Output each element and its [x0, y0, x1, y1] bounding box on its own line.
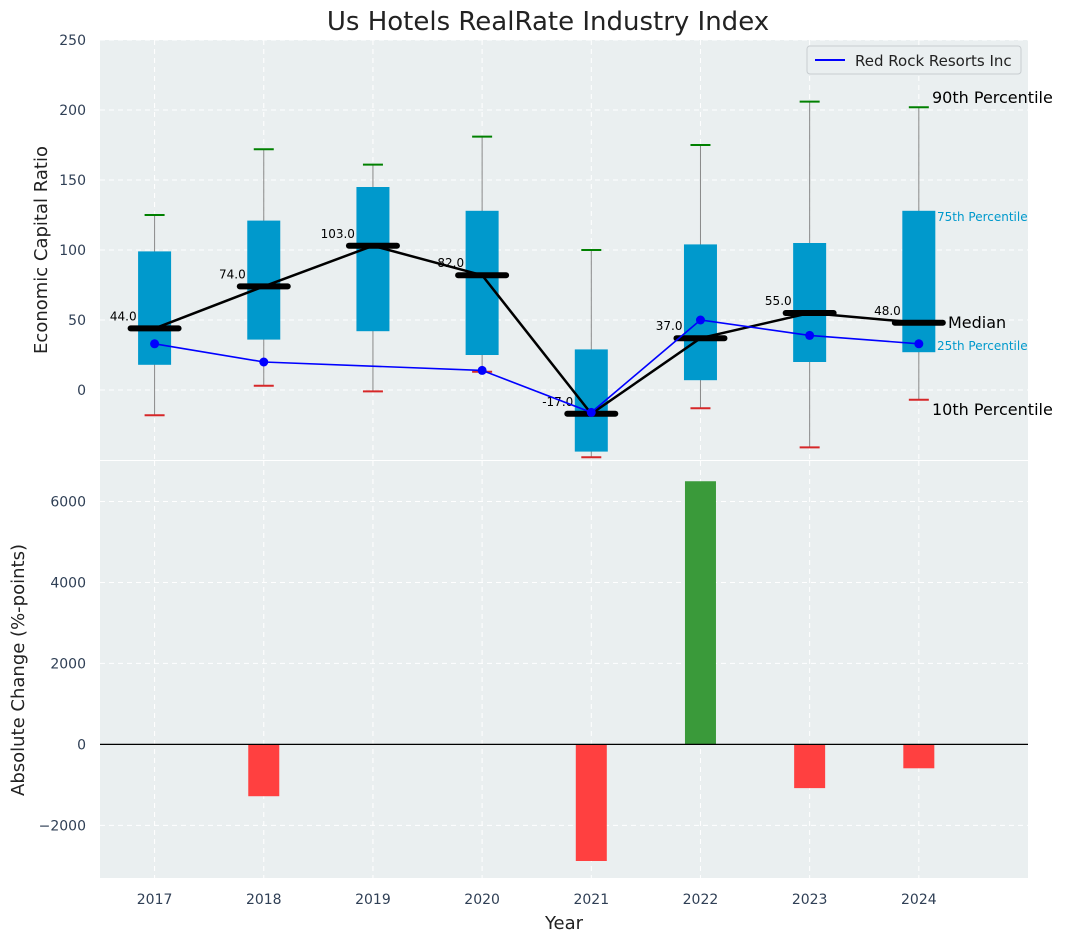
change-bar-panel: −2000 0 2000 4000 6000 2017 2018 2019 2020 2021 20…: [39, 461, 1028, 908]
annotation-p90: 90th Percentile: [932, 88, 1053, 107]
x-axis-label: Year: [544, 913, 584, 934]
chart-title: Us Hotels RealRate Industry Index: [327, 7, 769, 37]
annotation-p10: 10th Percentile: [932, 400, 1053, 419]
change-bar: [575, 744, 607, 861]
median-line: [154, 244, 919, 416]
iqr-box: [356, 187, 390, 332]
median-value-label: 74.0: [219, 267, 246, 281]
legend: Red Rock Resorts Inc: [806, 45, 1022, 75]
bottom-y-axis-label: Absolute Change (%-points): [8, 544, 29, 796]
bottom-y-tick-label: −2000: [39, 818, 86, 834]
top-y-tick-label: 100: [59, 243, 86, 259]
top-y-tick-label: 50: [68, 313, 86, 329]
x-tick-label: 2020: [464, 892, 500, 908]
x-tick-label: 2018: [246, 892, 282, 908]
iqr-box: [793, 243, 827, 362]
change-bar: [248, 744, 280, 797]
x-tick-label: 2023: [792, 892, 828, 908]
legend-entry: Red Rock Resorts Inc: [855, 52, 1012, 70]
change-bar: [684, 481, 716, 745]
bottom-plot-area: [100, 461, 1028, 878]
median-value-label: 55.0: [765, 294, 792, 308]
iqr-box: [465, 210, 499, 355]
iqr-box: [247, 220, 281, 340]
x-tick-label: 2021: [573, 892, 609, 908]
company-point: [586, 407, 596, 417]
annotation-median: Median: [948, 313, 1006, 332]
median-value-label: 48.0: [874, 304, 901, 318]
company-point: [695, 315, 705, 325]
x-tick-label: 2019: [355, 892, 391, 908]
company-point: [477, 365, 487, 375]
company-point: [805, 330, 815, 340]
median-value-label: 44.0: [110, 309, 137, 323]
box-plot-panel: 0 50 100 150 200 250 44.0 74.0 103.0 82.0 -17.0 37.…: [59, 33, 1028, 460]
top-y-tick-label: 200: [59, 103, 86, 119]
top-y-axis-label: Economic Capital Ratio: [31, 146, 52, 354]
top-y-tick-label: 150: [59, 173, 86, 189]
company-point: [150, 339, 160, 349]
x-tick-label: 2024: [901, 892, 937, 908]
top-y-tick-label: 0: [77, 383, 86, 399]
bottom-y-tick-label: 2000: [50, 656, 86, 672]
annotation-p75: 75th Percentile: [937, 210, 1028, 224]
iqr-box: [902, 210, 936, 353]
bottom-y-tick-label: 4000: [50, 575, 86, 591]
change-bar: [903, 744, 935, 769]
annotation-p25: 25th Percentile: [937, 339, 1028, 353]
x-tick-label: 2017: [137, 892, 173, 908]
median-value-label: -17.0: [542, 395, 573, 409]
median-value-label: 82.0: [437, 256, 464, 270]
median-value-label: 103.0: [321, 227, 355, 241]
top-y-tick-label: 250: [59, 33, 86, 49]
company-point: [259, 357, 269, 367]
bottom-y-tick-label: 6000: [50, 494, 86, 510]
change-bar: [794, 744, 826, 789]
x-tick-label: 2022: [683, 892, 719, 908]
iqr-box: [683, 244, 717, 381]
median-value-label: 37.0: [656, 319, 683, 333]
company-point: [914, 339, 924, 349]
bottom-y-tick-label: 0: [77, 737, 86, 753]
legend-box: [806, 45, 1022, 75]
